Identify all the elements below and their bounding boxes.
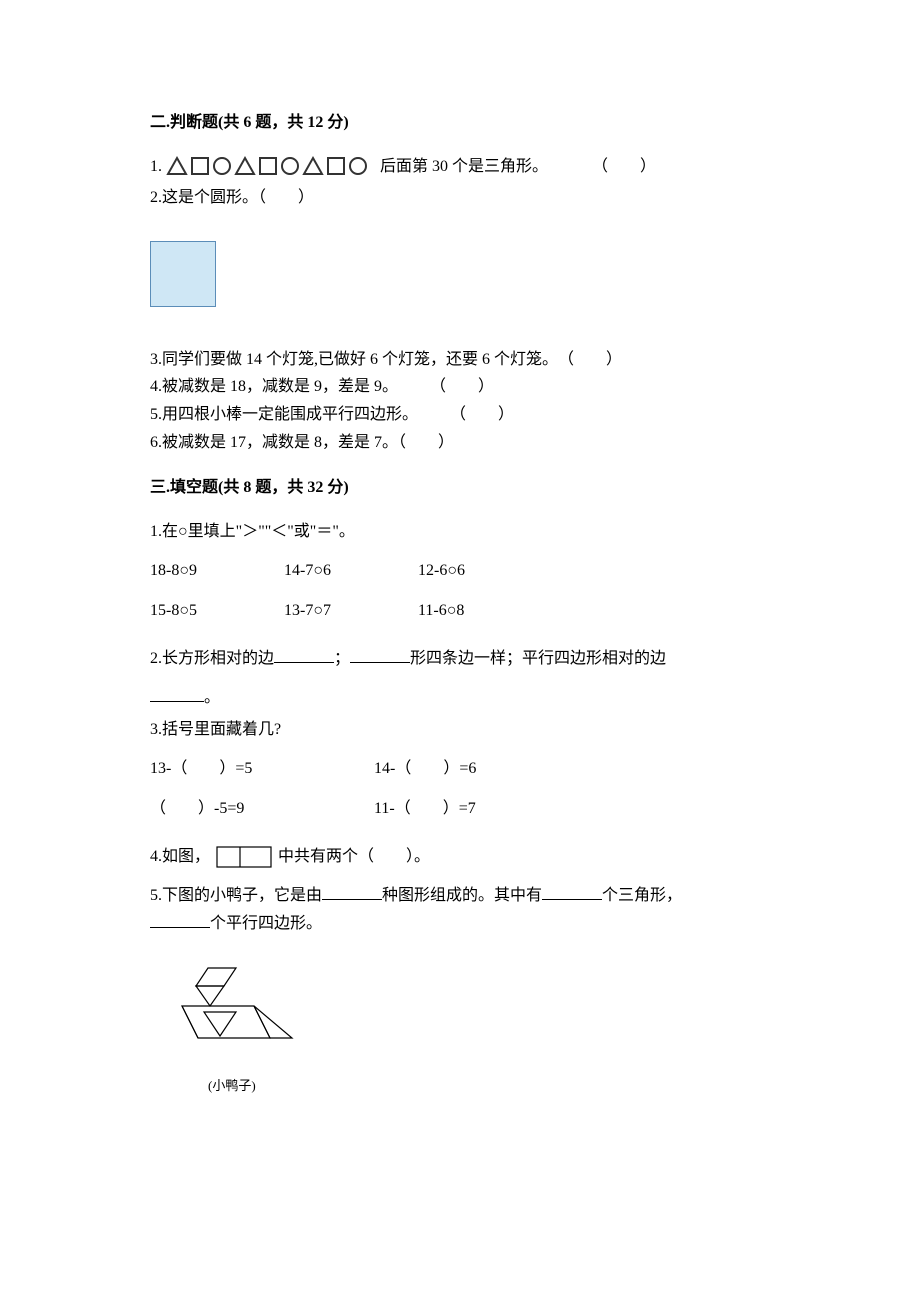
q3-5-d: 个平行四边形。 (210, 915, 322, 932)
q3-2-a: 2.长方形相对的边 (150, 650, 274, 667)
square-figure (150, 241, 216, 307)
q3-5-a: 5.下图的小鸭子，它是由 (150, 887, 322, 904)
question-2-3: 3.同学们要做 14 个灯笼,已做好 6 个灯笼，还要 6 个灯笼。 （ ） (150, 347, 770, 373)
duck-figure: (小鸭子) (174, 966, 770, 1096)
eq-3: （ ）-5=9 (150, 796, 370, 822)
question-3-5-line2: 个平行四边形。 (150, 911, 770, 937)
q3-2-b: ； (334, 650, 350, 667)
q2-1-paren: （ ） (592, 154, 656, 180)
cmp-3: 12-6○6 (418, 558, 548, 584)
question-3-5: 5.下图的小鸭子，它是由 种图形组成的。其中有 个三角形， (150, 883, 770, 909)
q3-4-a: 4.如图， (150, 848, 210, 865)
eq-2: 14-（ ）=6 (374, 760, 476, 777)
cmp-2: 14-7○6 (284, 558, 414, 584)
question-3-1-stem: 1.在○里填上"＞""＜"或"＝"。 (150, 519, 770, 545)
q2-1-text: 后面第 30 个是三角形。 (380, 154, 548, 180)
question-3-2: 2.长方形相对的边 ； 形四条边一样；平行四边形相对的边 (150, 646, 770, 672)
q2-1-prefix: 1. (150, 154, 162, 180)
section3-title: 三.填空题(共 8 题，共 32 分) (150, 475, 770, 501)
eq-4: 11-（ ）=7 (374, 800, 476, 817)
q3-2-end: 。 (204, 689, 220, 706)
q3-4-b: 中共有两个（ ）。 (278, 848, 430, 865)
eq-1: 13-（ ）=5 (150, 756, 370, 782)
question-3-4: 4.如图， 中共有两个（ ）。 (150, 844, 770, 870)
question-2-1: 1. 后面第 30 个是三角形。 （ ） (150, 154, 770, 180)
q3-2-line2: 。 (150, 685, 770, 711)
question-2-2: 2.这是个圆形。（ ） (150, 185, 770, 211)
cmp-1: 18-8○9 (150, 558, 280, 584)
question-2-5: 5.用四根小棒一定能围成平行四边形。 （ ） (150, 402, 770, 428)
cmp-6: 11-6○8 (418, 598, 548, 624)
q3-1-row1: 18-8○9 14-7○6 12-6○6 (150, 558, 770, 584)
q3-2-c: 形四条边一样；平行四边形相对的边 (410, 650, 666, 667)
blank (150, 913, 210, 928)
question-2-4: 4.被减数是 18，减数是 9，差是 9。 （ ） (150, 374, 770, 400)
cmp-4: 15-8○5 (150, 598, 280, 624)
question-2-6: 6.被减数是 17，减数是 8，差是 7。（ ） (150, 430, 770, 456)
blank (274, 648, 334, 663)
blank (150, 687, 204, 702)
cmp-5: 13-7○7 (284, 598, 414, 624)
blank (322, 885, 382, 900)
q3-1-row2: 15-8○5 13-7○7 11-6○8 (150, 598, 770, 624)
q3-5-b: 种图形组成的。其中有 (382, 887, 542, 904)
two-rectangles-figure (216, 846, 272, 868)
pattern-shapes (166, 154, 376, 178)
duck-label: (小鸭子) (208, 1076, 770, 1097)
q3-3-row1: 13-（ ）=5 14-（ ）=6 (150, 756, 770, 782)
question-3-3-stem: 3.括号里面藏着几? (150, 717, 770, 743)
q3-5-c: 个三角形， (602, 887, 682, 904)
blank (350, 648, 410, 663)
q3-3-row2: （ ）-5=9 11-（ ）=7 (150, 796, 770, 822)
section2-title: 二.判断题(共 6 题，共 12 分) (150, 110, 770, 136)
blank (542, 885, 602, 900)
